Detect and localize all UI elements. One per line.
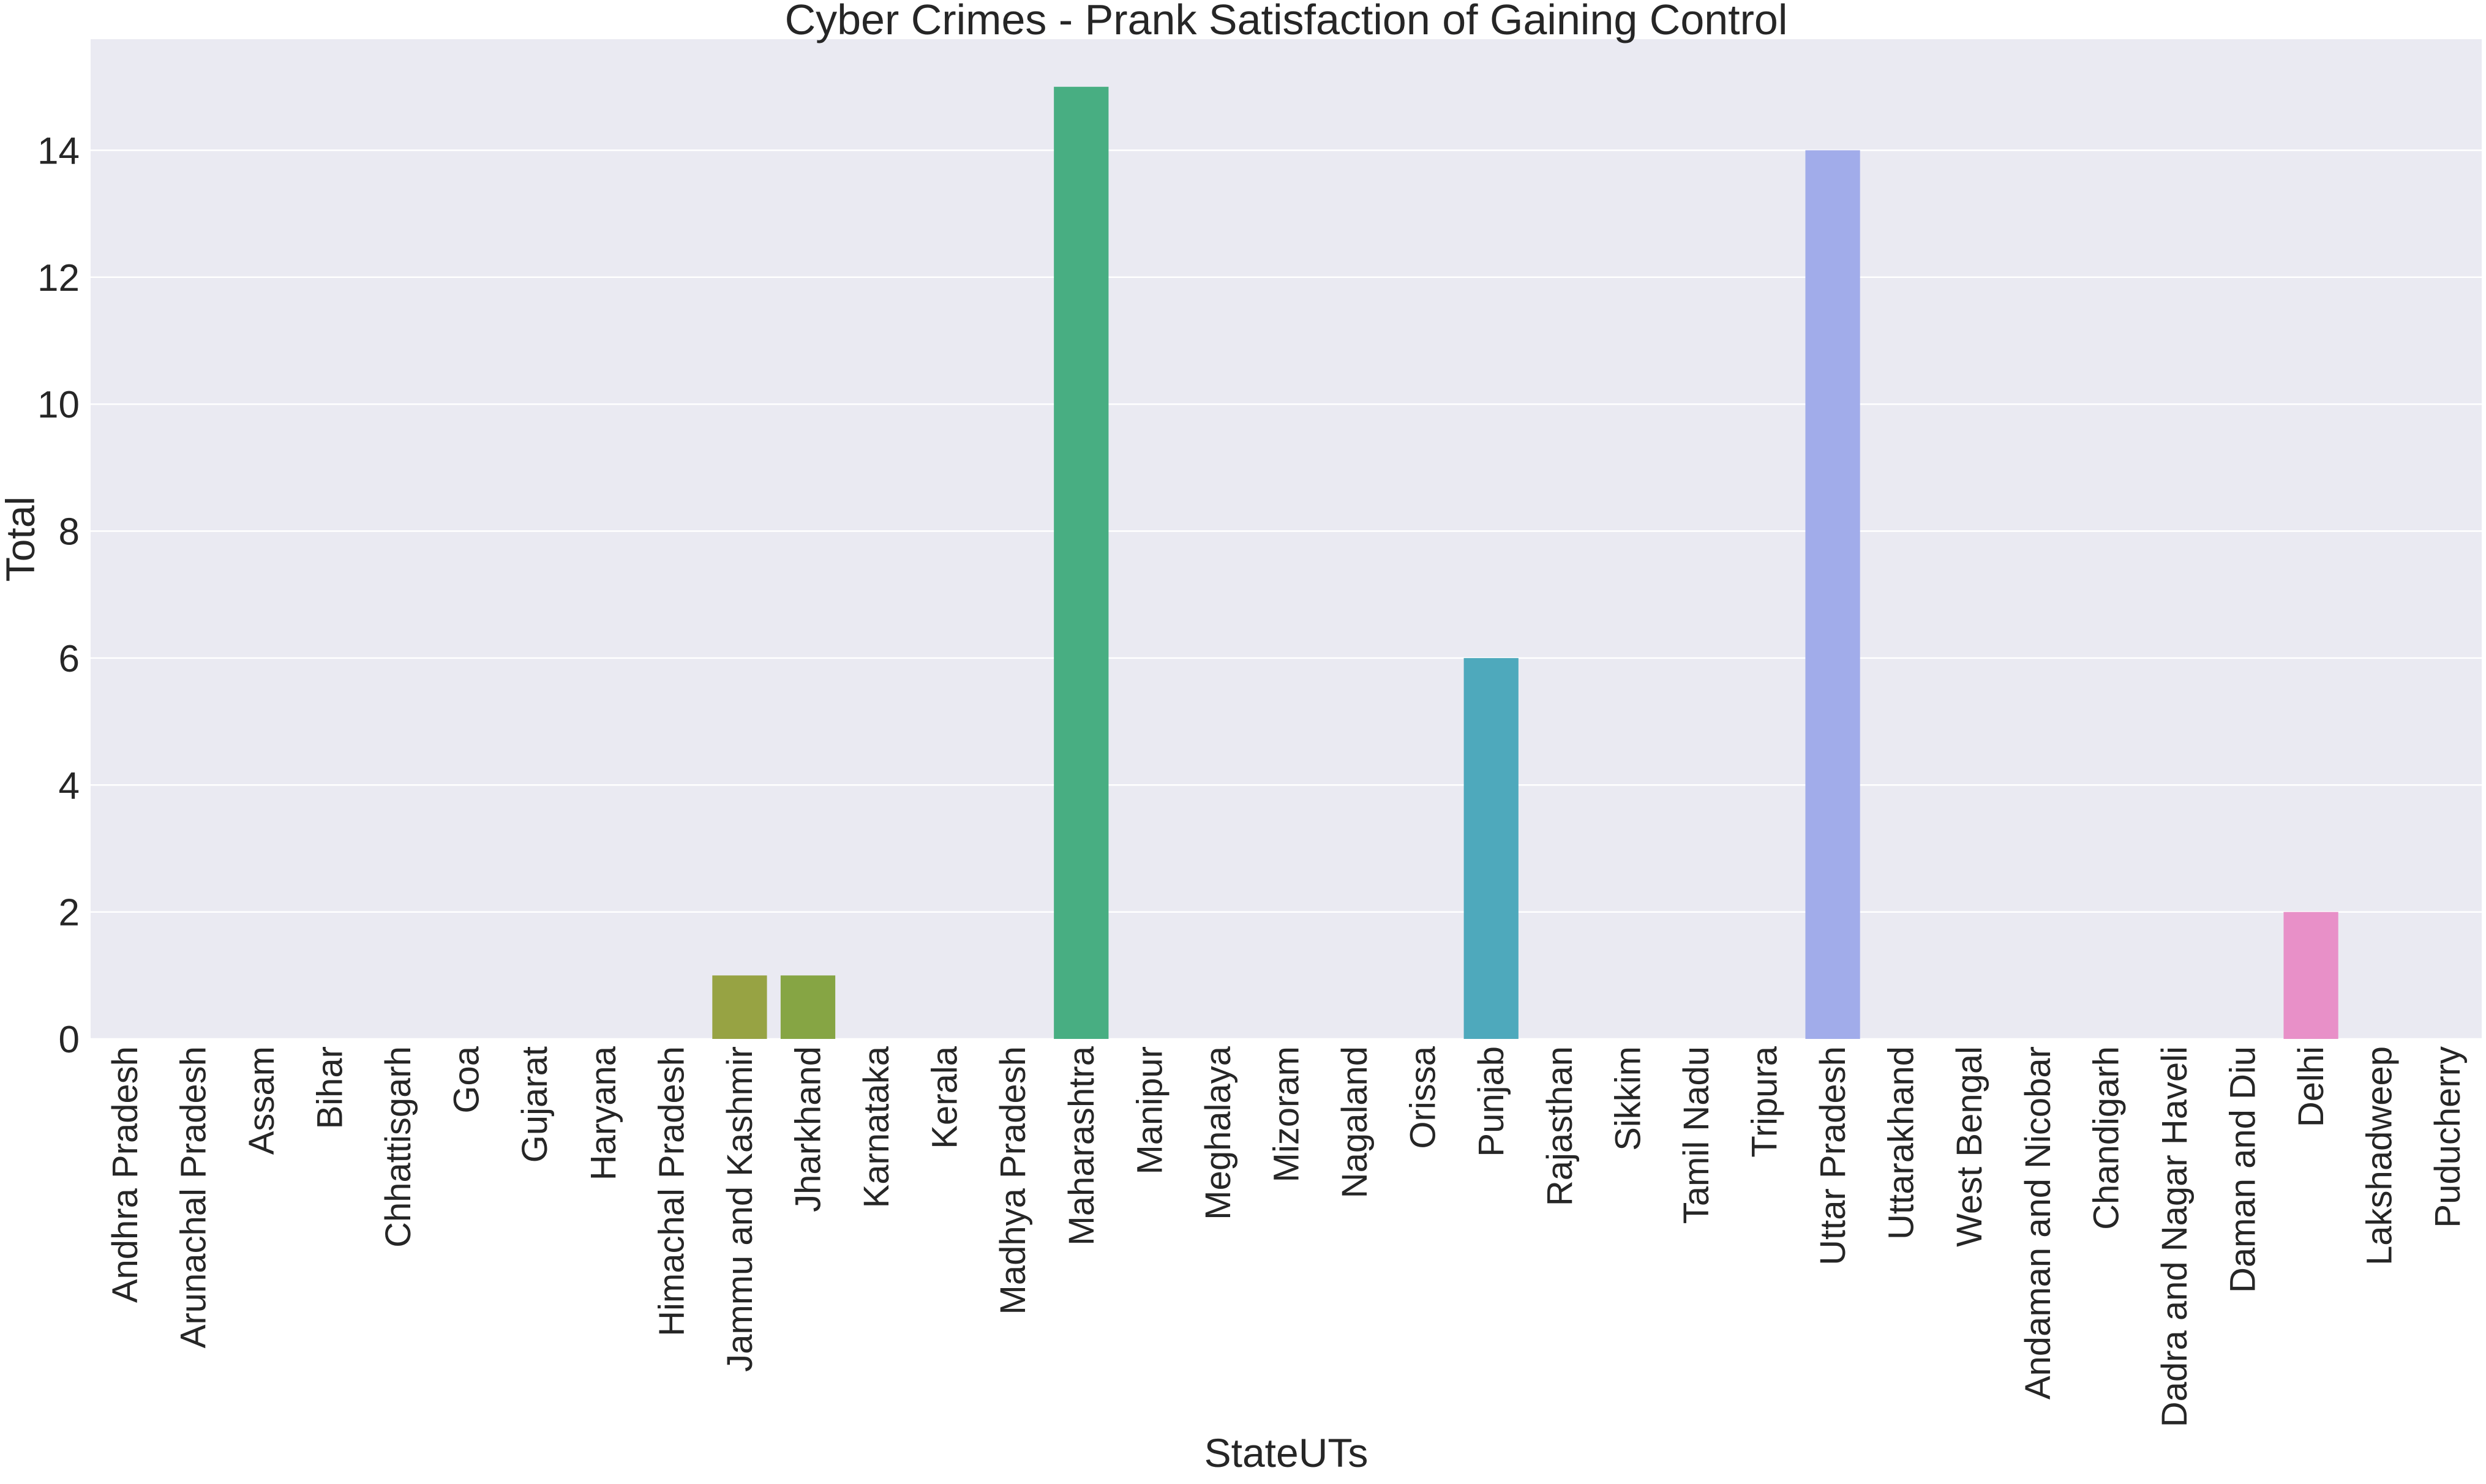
y-tick-label: 12	[37, 257, 80, 299]
y-axis: 0 2 4 6 8 10 12 14	[37, 130, 80, 1061]
x-tick-label: Tamil Nadu	[1677, 1046, 1716, 1224]
x-tick-label: Himachal Pradesh	[652, 1046, 691, 1336]
plot-area	[91, 39, 2482, 1039]
x-tick-label: Madhya Pradesh	[993, 1046, 1033, 1314]
bar-jammu-and-kashmir	[712, 975, 767, 1039]
y-tick-label: 2	[59, 892, 80, 934]
x-tick-label: Sikkim	[1608, 1046, 1648, 1151]
x-tick-label: Dadra and Nagar Haveli	[2155, 1046, 2195, 1427]
chart-title: Cyber Crimes - Prank Satisfaction of Gai…	[785, 0, 1788, 43]
y-tick-label: 0	[59, 1019, 80, 1061]
y-axis-label: Total	[0, 497, 43, 582]
x-tick-label: Uttar Pradesh	[1813, 1046, 1853, 1265]
x-tick-label: Chandigarh	[2086, 1046, 2126, 1230]
x-tick-label: Manipur	[1130, 1046, 1170, 1175]
x-tick-label: Nagaland	[1335, 1046, 1375, 1198]
x-tick-label: Jharkhand	[789, 1046, 828, 1212]
x-tick-label: Haryana	[584, 1046, 623, 1180]
y-tick-label: 4	[59, 765, 80, 807]
x-tick-label: Tripura	[1745, 1046, 1785, 1157]
x-tick-label: Gujarat	[515, 1046, 555, 1163]
x-tick-label: West Bengal	[1950, 1046, 1989, 1247]
x-tick-label: Goa	[447, 1046, 487, 1113]
x-tick-label: Punjab	[1471, 1046, 1511, 1157]
x-tick-label: Uttarakhand	[1882, 1046, 1921, 1240]
gridlines	[91, 149, 2482, 1040]
bar-delhi	[2283, 912, 2338, 1039]
x-tick-label: Jammu and Kashmir	[720, 1046, 760, 1372]
x-tick-label: Assam	[242, 1046, 282, 1155]
x-tick-label: Karnataka	[857, 1046, 896, 1208]
x-tick-label: Kerala	[925, 1046, 965, 1149]
bar-uttar-pradesh	[1805, 150, 1860, 1039]
x-tick-label: Chhattisgarh	[378, 1046, 418, 1248]
bar-punjab	[1463, 658, 1519, 1039]
bars	[712, 86, 2338, 1039]
bar-jharkhand	[780, 975, 836, 1039]
bar-maharashtra	[1054, 86, 1109, 1039]
x-axis: Andhra Pradesh Arunachal Pradesh Assam Biha…	[105, 1046, 2468, 1427]
x-tick-label: Meghalaya	[1198, 1046, 1238, 1220]
x-tick-label: Mizoram	[1267, 1046, 1307, 1182]
y-tick-label: 14	[37, 130, 80, 172]
x-tick-label: Bihar	[310, 1046, 350, 1129]
x-tick-label: Rajasthan	[1540, 1046, 1580, 1206]
y-tick-label: 8	[59, 511, 80, 553]
x-tick-label: Puducherry	[2428, 1046, 2468, 1228]
x-tick-label: Delhi	[2291, 1046, 2331, 1127]
x-axis-label: StateUTs	[1204, 1430, 1369, 1475]
y-tick-label: 10	[37, 384, 80, 426]
x-tick-label: Lakshadweep	[2360, 1046, 2400, 1265]
x-tick-label: Arunachal Pradesh	[173, 1046, 213, 1348]
x-tick-label: Andhra Pradesh	[105, 1046, 145, 1303]
x-tick-label: Andaman and Nicobar	[2018, 1046, 2058, 1400]
y-tick-label: 6	[59, 638, 80, 680]
x-tick-label: Daman and Diu	[2223, 1046, 2263, 1293]
x-tick-label: Orissa	[1403, 1046, 1443, 1149]
x-tick-label: Maharashtra	[1062, 1046, 1102, 1245]
